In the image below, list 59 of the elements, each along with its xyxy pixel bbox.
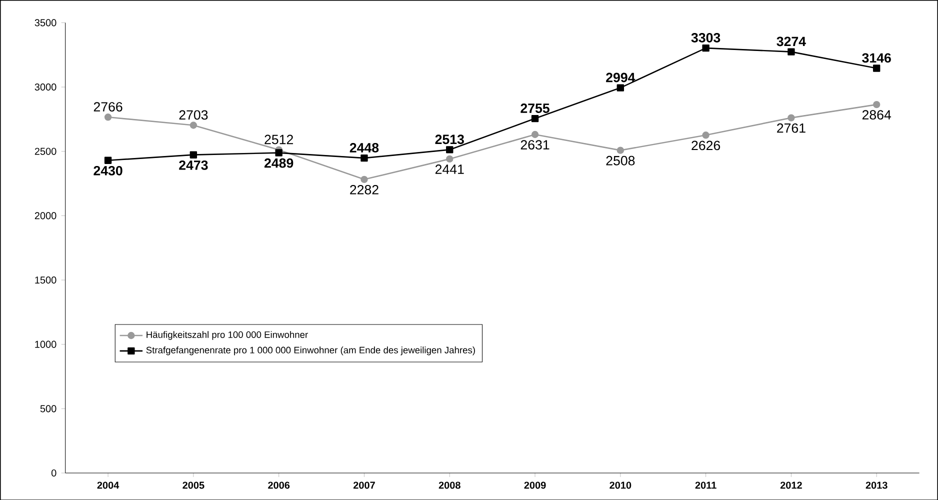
data-label: 2448 xyxy=(350,142,379,152)
y-tick-label: 2000 xyxy=(34,212,56,220)
x-tick-label: 2008 xyxy=(438,482,460,489)
data-label: 2512 xyxy=(264,134,293,144)
x-tick-label: 2006 xyxy=(268,482,290,489)
point xyxy=(531,130,539,138)
x-tick-label: 2004 xyxy=(97,482,120,489)
legend-label: Häufigkeitszahl pro 100 000 Einwohner xyxy=(146,330,308,340)
point xyxy=(275,148,282,156)
y-tick-label: 500 xyxy=(40,404,56,412)
point xyxy=(360,176,368,183)
x-tick-label: 2011 xyxy=(695,482,716,489)
data-label: 2631 xyxy=(520,140,550,150)
x-tick-label: 2012 xyxy=(780,482,802,489)
point xyxy=(788,114,795,122)
data-label: 2489 xyxy=(264,158,294,168)
data-label: 2994 xyxy=(606,72,636,82)
data-label: 2761 xyxy=(777,123,806,133)
data-label: 2864 xyxy=(862,110,892,120)
x-tick-label: 2007 xyxy=(353,482,375,489)
data-label: 2703 xyxy=(179,110,208,120)
x-tick-label: 2005 xyxy=(182,482,204,489)
data-label: 2473 xyxy=(179,160,208,170)
y-tick-label: 0 xyxy=(51,469,56,476)
data-label: 2626 xyxy=(692,140,720,150)
point xyxy=(702,44,710,52)
data-label: 2430 xyxy=(94,166,122,176)
data-label: 3274 xyxy=(776,36,806,46)
data-label: 2766 xyxy=(94,102,122,112)
point xyxy=(616,146,624,154)
point xyxy=(446,146,454,154)
y-tick-label: 3000 xyxy=(34,83,56,90)
point xyxy=(446,155,454,162)
x-tick-label: 2009 xyxy=(524,482,546,489)
point xyxy=(873,100,880,108)
data-label: 2282 xyxy=(350,184,378,194)
x-tick-label: 2010 xyxy=(610,482,632,489)
point xyxy=(531,114,539,122)
y-tick-label: 1000 xyxy=(35,340,56,348)
data-label: 3303 xyxy=(691,32,720,42)
x-tick-label: 2013 xyxy=(866,482,888,489)
point xyxy=(616,84,624,92)
y-tick-label: 1500 xyxy=(35,276,56,284)
point xyxy=(190,151,198,158)
data-label: 2508 xyxy=(606,156,635,166)
point xyxy=(190,121,198,129)
point xyxy=(873,64,880,72)
point xyxy=(104,156,112,164)
point xyxy=(104,113,112,121)
point xyxy=(788,48,795,56)
y-tick-label: 2500 xyxy=(34,148,56,155)
data-label: 3146 xyxy=(862,53,891,62)
data-label: 2441 xyxy=(435,164,464,174)
data-label: 2755 xyxy=(520,103,550,113)
data-label: 2513 xyxy=(435,134,464,144)
point xyxy=(360,154,368,162)
y-tick-label: 3500 xyxy=(34,18,56,26)
point xyxy=(702,131,710,139)
legend-label: Strafgefangenenrate pro 1 000 000 Einwohner (am Ende des jeweiligen Jahres) xyxy=(146,346,475,356)
